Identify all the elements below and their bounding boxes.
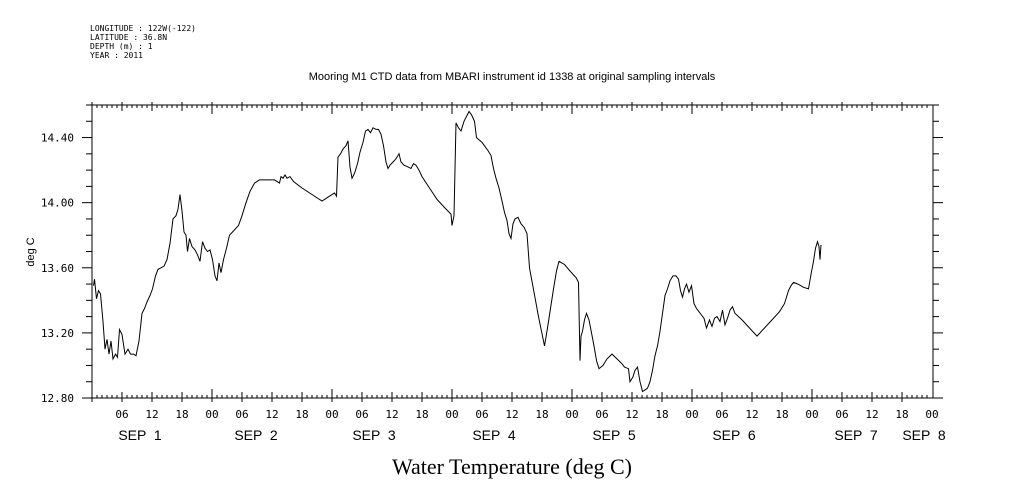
y-tick-labels: 12.80 13.20 13.60 14.00 14.40 <box>41 132 74 405</box>
day-labels: SEP 1 SEP 2 SEP 3 SEP 4 SEP 5 SEP 6 SEP 7 SEP 8 <box>118 427 946 443</box>
x-tick-label: 18 <box>295 408 308 421</box>
longitude-text: LONGITUDE : 122W(-122) <box>90 24 196 33</box>
day-label: SEP 7 <box>834 427 878 443</box>
day-label: SEP 6 <box>712 427 756 443</box>
chart-title: Mooring M1 CTD data from MBARI instrumen… <box>309 71 716 83</box>
x-tick-label: 00 <box>685 408 698 421</box>
year-text: YEAR : 2011 <box>90 51 143 60</box>
day-label: SEP 5 <box>592 427 636 443</box>
y-axis-label: deg C <box>25 237 37 266</box>
x-tick-label: 00 <box>565 408 578 421</box>
y-tick-label: 13.20 <box>41 327 74 340</box>
x-tick-label: 18 <box>415 408 428 421</box>
x-tick-label: 00 <box>205 408 218 421</box>
x-tick-label: 12 <box>505 408 518 421</box>
y-tick-label: 12.80 <box>41 392 74 405</box>
x-tick-label: 06 <box>235 408 248 421</box>
x-tick-label: 18 <box>655 408 668 421</box>
x-tick-label: 06 <box>715 408 728 421</box>
x-tick-label: 18 <box>535 408 548 421</box>
y-tick-label: 14.40 <box>41 132 74 145</box>
x-tick-label: 00 <box>325 408 338 421</box>
x-tick-label: 18 <box>175 408 188 421</box>
plot-frame <box>91 104 934 399</box>
day-label: SEP 1 <box>118 427 162 443</box>
x-tick-label: 06 <box>355 408 368 421</box>
y-tick-label: 13.60 <box>41 262 74 275</box>
depth-text: DEPTH (m) : 1 <box>90 42 153 51</box>
x-tick-label: 12 <box>865 408 878 421</box>
x-tick-labels: 06 12 18 00 06 12 18 00 06 12 18 00 06 12 18 00 06 12 18 00… <box>115 408 938 421</box>
temperature-series-line <box>93 110 822 393</box>
x-tick-label: 00 <box>805 408 818 421</box>
x-tick-label: 00 <box>925 408 938 421</box>
latitude-text: LATITUDE : 36.8N <box>90 33 168 42</box>
x-tick-label: 00 <box>445 408 458 421</box>
day-label: SEP 2 <box>234 427 278 443</box>
x-tick-label: 06 <box>475 408 488 421</box>
x-tick-label: 06 <box>595 408 608 421</box>
day-label: SEP 3 <box>352 427 396 443</box>
x-tick-label: 12 <box>745 408 758 421</box>
day-label: SEP 4 <box>472 427 516 443</box>
x-tick-label: 06 <box>115 408 128 421</box>
y-tick-label: 14.00 <box>41 197 74 210</box>
x-tick-label: 12 <box>265 408 278 421</box>
x-tick-label: 12 <box>385 408 398 421</box>
x-tick-label: 12 <box>145 408 158 421</box>
axis-ticks <box>82 102 943 402</box>
x-axis-label: Water Temperature (deg C) <box>392 454 632 479</box>
x-tick-label: 18 <box>775 408 788 421</box>
day-label: SEP 8 <box>902 427 946 443</box>
x-tick-label: 06 <box>835 408 848 421</box>
x-tick-label: 12 <box>625 408 638 421</box>
x-tick-label: 18 <box>895 408 908 421</box>
